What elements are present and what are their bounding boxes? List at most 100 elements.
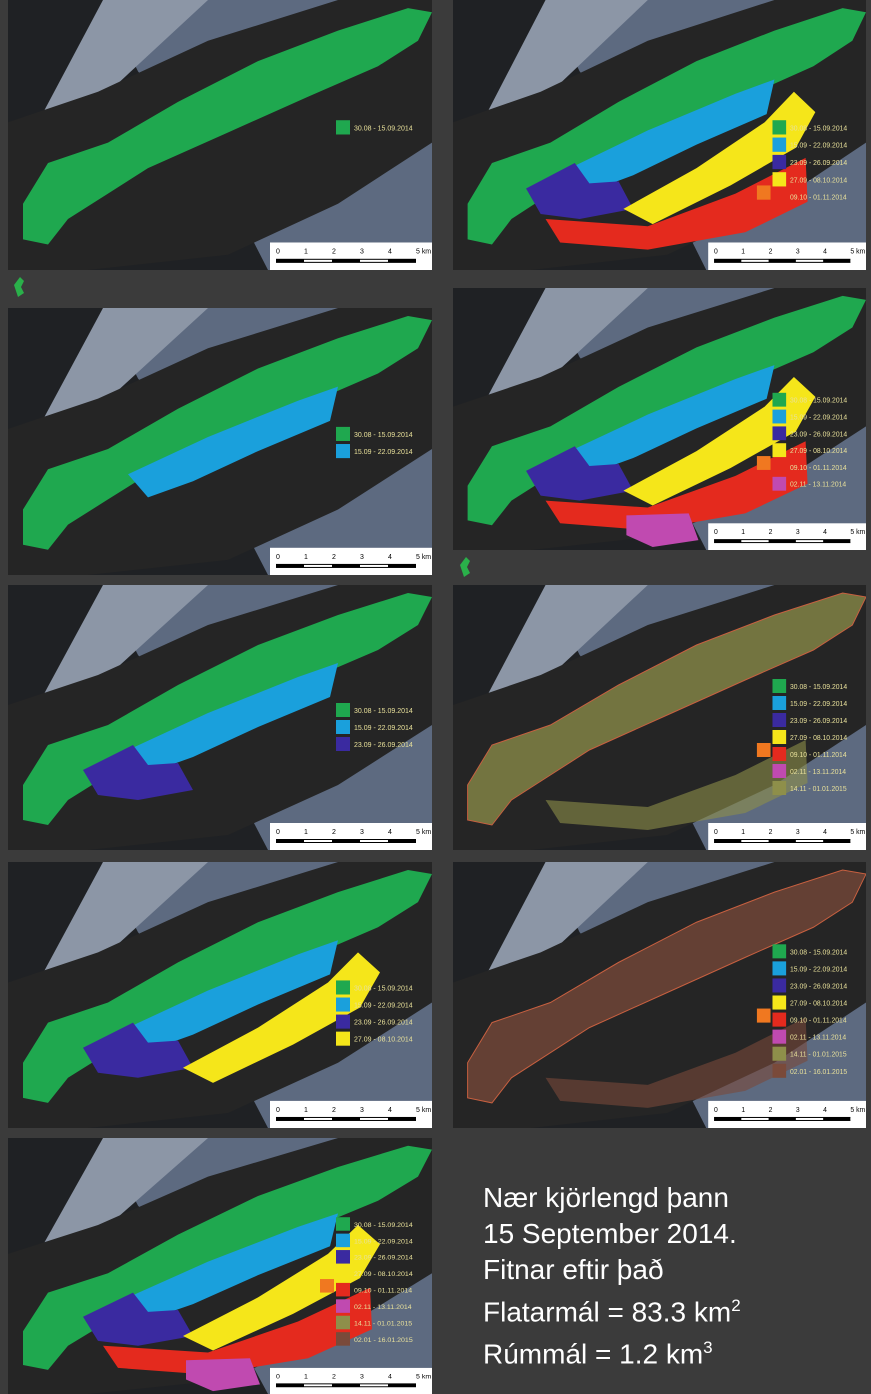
legend-label: 30.08 - 15.09.2014 (790, 398, 847, 405)
scale-bar-white (360, 260, 388, 262)
scale-bar-white (741, 840, 768, 842)
legend-swatch (336, 1299, 350, 1313)
scale-bar (276, 1383, 416, 1387)
scale-label: 2 (332, 554, 336, 561)
scale-bar-white (741, 260, 768, 262)
legend-swatch (336, 737, 350, 751)
caption: Nær kjörlengd þann 15 September 2014. Fi… (483, 1180, 741, 1373)
scale-label: 1 (741, 829, 745, 836)
scale-label: 1 (741, 529, 745, 536)
scale-bar-white (416, 565, 444, 567)
scale-bar-white (360, 1118, 388, 1120)
icon (14, 277, 24, 297)
legend-label: 15.09 - 22.09.2014 (790, 143, 847, 150)
legend-swatch (336, 427, 350, 441)
scale-bar-white (304, 565, 332, 567)
legend-label: 02.11 - 13.11.2014 (790, 769, 846, 776)
scale-label: 4 (388, 1107, 392, 1114)
legend-label: 27.09 - 08.10.2014 (790, 1000, 847, 1007)
scale-bar (714, 259, 850, 263)
legend-label: 23.09 - 26.09.2014 (354, 742, 413, 749)
scale-bar (276, 1117, 416, 1121)
scale-label: 4 (823, 829, 827, 836)
legend-swatch (336, 998, 350, 1012)
scale-bar (276, 839, 416, 843)
legend-swatch (772, 764, 786, 778)
scale-label: 1 (304, 1374, 308, 1381)
legend-swatch (772, 1047, 786, 1061)
legend-label: 30.08 - 15.09.2014 (354, 125, 413, 132)
volume-text: Rúmmál = 1.2 km (483, 1339, 703, 1370)
scale-bar-white (304, 840, 332, 842)
legend-label: 30.08 - 15.09.2014 (354, 708, 413, 715)
scale-bar-white (360, 1384, 388, 1386)
legend-swatch (336, 444, 350, 458)
scale-label: 4 (823, 529, 827, 536)
legend-swatch-extra (320, 1279, 334, 1293)
scale-bar-white (304, 260, 332, 262)
legend-label: 02.11 - 13.11.2014 (790, 1035, 846, 1042)
legend-swatch-extra (757, 743, 771, 757)
scale-box (270, 242, 432, 270)
scale-bar-white (796, 1118, 823, 1120)
scale-label: 2 (332, 249, 336, 256)
legend-label: 15.09 - 22.09.2014 (354, 449, 413, 456)
scale-box (270, 823, 432, 850)
legend-label: 27.09 - 08.10.2014 (790, 177, 847, 184)
scale-box (708, 823, 866, 850)
legend-label: 30.08 - 15.09.2014 (790, 949, 847, 956)
scale-label: 2 (769, 829, 773, 836)
scale-label: 0 (276, 554, 280, 561)
scale-label: 5 km (850, 829, 865, 836)
legend-label: 09.10 - 01.11.2014 (790, 465, 847, 472)
scale-bar-white (796, 540, 823, 542)
legend-label: 23.09 - 26.09.2014 (354, 1255, 413, 1262)
scale-label: 3 (360, 1374, 364, 1381)
legend-swatch (336, 1266, 350, 1280)
legend-swatch (772, 679, 786, 693)
legend-label: 15.09 - 22.09.2014 (354, 1238, 413, 1245)
legend-label: 23.09 - 26.09.2014 (790, 718, 847, 725)
scale-box (708, 1101, 866, 1128)
legend-label: 14.11 - 01.01.2015 (354, 1320, 412, 1327)
scale-label: 0 (276, 249, 280, 256)
scale-label: 5 km (850, 249, 865, 256)
scale-bar-white (850, 840, 871, 842)
scale-bar-white (360, 565, 388, 567)
scale-box (270, 548, 432, 575)
caption-line: Nær kjörlengd þann (483, 1180, 741, 1216)
legend-label: 14.11 - 01.01.2015 (790, 1052, 847, 1059)
legend-label: 02.11 - 13.11.2014 (790, 482, 846, 489)
scale-label: 0 (714, 529, 718, 536)
legend-label: 30.08 - 15.09.2014 (354, 1222, 413, 1229)
legend-swatch (772, 393, 786, 407)
scale-label: 3 (796, 1107, 800, 1114)
map-panel: 30.08 - 15.09.201415.09 - 22.09.201423.0… (8, 585, 444, 850)
map-panel: 30.08 - 15.09.2014012345 km (8, 0, 444, 270)
legend-swatch (772, 747, 786, 761)
scale-label: 1 (304, 249, 308, 256)
scale-label: 0 (276, 1107, 280, 1114)
legend-swatch (336, 1015, 350, 1029)
legend-label: 02.01 - 16.01.2015 (790, 1069, 847, 1076)
scale-label: 2 (769, 249, 773, 256)
scale-label: 4 (823, 1107, 827, 1114)
scale-bar (714, 1117, 850, 1121)
legend-swatch (772, 978, 786, 992)
legend-label: 27.09 - 08.10.2014 (790, 735, 847, 742)
legend-label: 30.08 - 15.09.2014 (790, 125, 847, 132)
legend-swatch-extra (757, 185, 771, 199)
scale-label: 0 (276, 1374, 280, 1381)
scale-label: 4 (388, 249, 392, 256)
scale-label: 0 (714, 1107, 718, 1114)
scale-label: 4 (388, 1374, 392, 1381)
caption-line: 15 September 2014. (483, 1216, 741, 1252)
legend-label: 30.08 - 15.09.2014 (790, 684, 847, 691)
legend-label: 09.10 - 01.11.2014 (354, 1288, 412, 1295)
scale-label: 2 (769, 1107, 773, 1114)
superscript: 2 (731, 1296, 740, 1315)
map-panel: 30.08 - 15.09.2014 15.09 - 22.09.2014 23.0… (8, 1138, 444, 1394)
scale-label: 1 (741, 249, 745, 256)
legend-swatch (336, 1316, 350, 1330)
legend-swatch (336, 1283, 350, 1297)
